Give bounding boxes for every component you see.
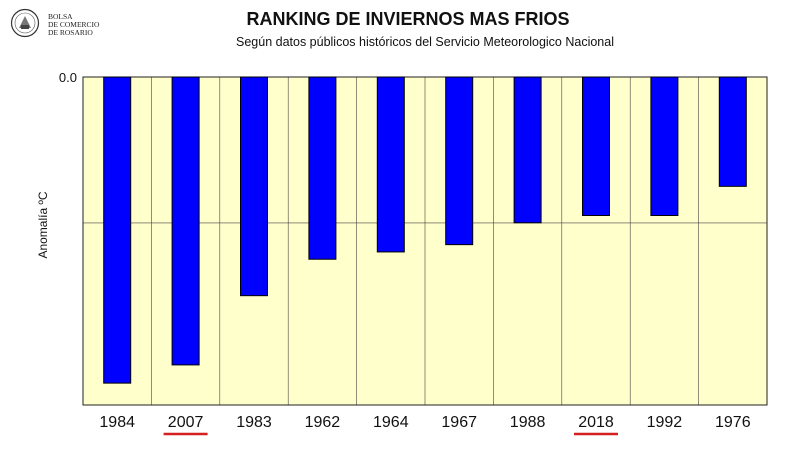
bar xyxy=(650,76,679,216)
x-tick-label: 1962 xyxy=(305,414,341,431)
bar xyxy=(308,76,337,260)
x-tick-label: 1967 xyxy=(441,414,477,431)
logo-text: BOLSA DE COMERCIO DE ROSARIO xyxy=(48,13,99,37)
x-tick-label: 1976 xyxy=(715,414,751,431)
x-tick-label: 2018 xyxy=(578,414,614,431)
bar xyxy=(718,76,747,187)
bar xyxy=(376,76,405,253)
bar xyxy=(445,76,474,246)
logo-line: DE COMERCIO xyxy=(48,20,100,29)
bar xyxy=(582,76,610,216)
x-tick-label: 1992 xyxy=(647,414,683,431)
bolsa-logo: BOLSA DE COMERCIO DE ROSARIO xyxy=(10,8,122,42)
seal-icon xyxy=(10,8,40,38)
x-tick-label: 1984 xyxy=(99,414,135,431)
chart-subtitle: Según datos públicos históricos del Serv… xyxy=(236,35,614,49)
x-tick-label: 1988 xyxy=(510,414,546,431)
x-tick-label: 2007 xyxy=(168,414,204,431)
y-axis-label: Anomalía ºC xyxy=(36,191,50,258)
bar xyxy=(513,76,542,224)
logo-line: BOLSA xyxy=(48,12,73,21)
bar xyxy=(103,76,132,384)
bar xyxy=(240,76,268,297)
x-tick-label: 1964 xyxy=(373,414,409,431)
logo-line: DE ROSARIO xyxy=(48,28,93,37)
x-tick-label: 1983 xyxy=(236,414,272,431)
chart-title: RANKING DE INVIERNOS MAS FRIOS xyxy=(246,9,570,29)
bar xyxy=(171,76,200,366)
y-tick-label: 0.0 xyxy=(59,70,77,85)
plot-frame xyxy=(82,76,768,406)
